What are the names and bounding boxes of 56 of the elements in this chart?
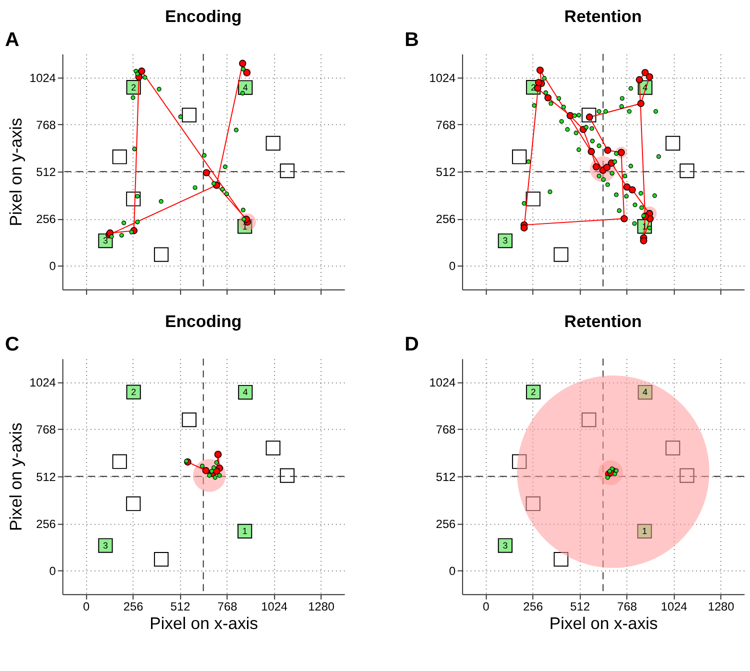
y-tick-label: 768 bbox=[36, 422, 56, 437]
text: B bbox=[404, 28, 419, 51]
y-tick-label: 512 bbox=[436, 470, 456, 484]
annotation: 3 bbox=[502, 540, 508, 550]
x-tick-label: 512 bbox=[570, 599, 590, 614]
y-tick-label: 1024 bbox=[429, 70, 456, 85]
annotation: 2 bbox=[530, 387, 536, 398]
annotation: 3 bbox=[103, 540, 108, 550]
y-tick-label: 0 bbox=[49, 259, 56, 274]
y-tick-label: 256 bbox=[436, 516, 456, 531]
x-tick-label: 768 bbox=[217, 599, 238, 614]
x-tick-label: 1024 bbox=[660, 599, 688, 614]
y-tick-label: 0 bbox=[449, 564, 456, 578]
y-tick-label: 256 bbox=[36, 212, 56, 226]
text: C bbox=[4, 334, 20, 356]
x-tick-label: 1024 bbox=[261, 599, 288, 614]
y-tick-label: 768 bbox=[436, 118, 456, 132]
annotation: 2 bbox=[131, 387, 136, 398]
chart-title: Retention bbox=[564, 7, 642, 26]
y-tick-label: 512 bbox=[436, 165, 456, 180]
y-tick-label: 768 bbox=[36, 118, 56, 132]
x-tick-label: 0 bbox=[482, 599, 490, 614]
x-tick-label: 1280 bbox=[308, 599, 335, 614]
chart-title: Encoding bbox=[165, 7, 242, 26]
y-tick-label: 1024 bbox=[30, 70, 56, 85]
y-tick-label: 512 bbox=[36, 165, 56, 180]
y-tick-label: 256 bbox=[436, 212, 456, 226]
annotation: 2 bbox=[131, 82, 136, 92]
y-tick-label: 256 bbox=[36, 516, 56, 531]
y-axis-title: Pixel on y-axis bbox=[6, 422, 26, 532]
y-axis-title: Pixel on y-axis bbox=[6, 118, 26, 226]
text: A bbox=[4, 28, 20, 51]
annotation: 1 bbox=[242, 526, 248, 536]
x-tick-label: 768 bbox=[617, 599, 638, 614]
x-tick-label: 1280 bbox=[708, 599, 735, 614]
y-tick-label: 512 bbox=[36, 470, 56, 484]
chart-title: Encoding bbox=[165, 312, 242, 331]
annotation: 4 bbox=[242, 82, 248, 92]
text: D bbox=[404, 334, 419, 356]
y-tick-label: 0 bbox=[49, 564, 56, 578]
x-tick-label: 512 bbox=[170, 599, 190, 614]
x-tick-label: 256 bbox=[123, 599, 144, 614]
annotation: 4 bbox=[242, 387, 248, 398]
annotation: 3 bbox=[103, 236, 108, 246]
y-tick-label: 1024 bbox=[30, 376, 56, 390]
y-tick-label: 768 bbox=[436, 422, 456, 437]
annotation: 1 bbox=[642, 526, 648, 536]
x-tick-label: 0 bbox=[83, 599, 90, 614]
y-tick-label: 1024 bbox=[429, 376, 456, 390]
chart-title: Retention bbox=[564, 312, 642, 331]
x-axis-title: Pixel on x-axis bbox=[150, 614, 258, 634]
annotation: 4 bbox=[642, 387, 648, 398]
annotation: 3 bbox=[502, 236, 508, 246]
y-tick-label: 0 bbox=[449, 259, 456, 274]
x-tick-label: 256 bbox=[523, 599, 544, 614]
x-axis-title: Pixel on x-axis bbox=[549, 614, 658, 634]
